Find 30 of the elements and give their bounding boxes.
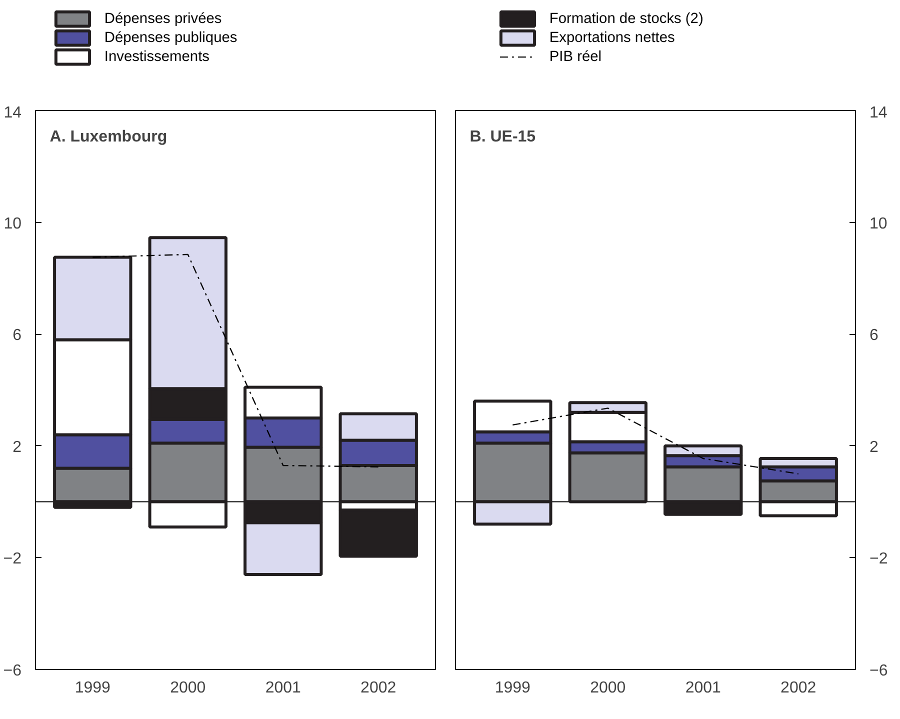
y-tick-label: −6 xyxy=(3,662,22,680)
y-tick-label: 10 xyxy=(4,215,22,232)
line-series xyxy=(512,408,799,474)
legend-label: Dépenses publiques xyxy=(104,30,238,46)
x-tick-label: 1999 xyxy=(494,680,531,696)
x-tick-label: 1999 xyxy=(74,680,111,696)
x-tick-label: 2002 xyxy=(780,680,816,696)
legend-label: Formation de stocks (2) xyxy=(549,11,704,28)
y-tick-label: 6 xyxy=(12,327,22,344)
x-tick-label: 2000 xyxy=(170,680,206,696)
y-tick-label: 2 xyxy=(870,438,878,456)
x-tick-label: 2000 xyxy=(590,680,626,696)
x-tick-label: 2001 xyxy=(685,680,722,696)
y-tick-label: 14 xyxy=(4,104,22,122)
y-tick-label: 10 xyxy=(870,215,888,232)
text: B. UE-15 xyxy=(470,128,536,146)
legend-label: Dépenses privées xyxy=(104,11,222,28)
y-tick-label: 2 xyxy=(12,438,22,456)
y-tick-label: −2 xyxy=(870,550,888,568)
x-tick-label: 2001 xyxy=(265,680,302,696)
text: A. Luxembourg xyxy=(50,128,168,146)
legend-label: Exportations nettes xyxy=(549,30,675,46)
y-tick-label: −2 xyxy=(3,550,22,568)
x-tick-label: 2002 xyxy=(360,680,396,696)
y-tick-label: 14 xyxy=(870,104,888,122)
y-tick-label: 6 xyxy=(870,327,878,344)
line-series xyxy=(92,254,379,468)
y-tick-label: −6 xyxy=(870,662,888,680)
legend-label: Investissements xyxy=(104,49,210,66)
legend-label: PIB réel xyxy=(549,49,602,66)
